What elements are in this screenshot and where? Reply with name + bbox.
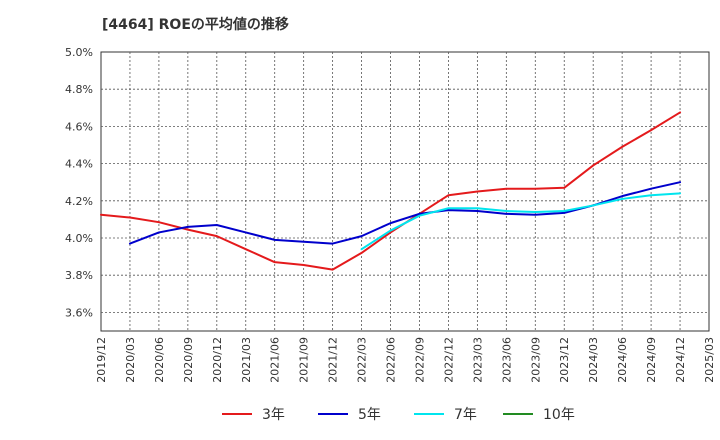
y-tick-label: 3.8% bbox=[65, 269, 93, 282]
y-tick-label: 4.2% bbox=[65, 195, 93, 208]
x-tick-label: 2020/12 bbox=[211, 337, 224, 383]
x-tick-label: 2022/03 bbox=[356, 337, 369, 383]
x-tick-label: 2021/03 bbox=[240, 337, 253, 383]
x-tick-label: 2024/03 bbox=[587, 337, 600, 383]
chart-title: [4464] ROEの平均値の推移 bbox=[102, 16, 289, 33]
x-tick-label: 2019/12 bbox=[95, 337, 108, 383]
grid-lines bbox=[101, 52, 709, 331]
x-tick-label: 2020/03 bbox=[124, 337, 137, 383]
y-tick-label: 3.6% bbox=[65, 306, 93, 319]
y-tick-label: 4.8% bbox=[65, 83, 93, 96]
x-tick-label: 2024/12 bbox=[674, 337, 687, 383]
x-tick-label: 2022/06 bbox=[385, 337, 398, 383]
y-tick-label: 4.0% bbox=[65, 232, 93, 245]
series-line-7年 bbox=[360, 192, 682, 251]
x-tick-label: 2023/03 bbox=[471, 337, 484, 383]
y-axis-ticks: 3.6% 3.8% 4.0% 4.2% 4.4% 4.6% 4.8% 5.0% bbox=[65, 46, 93, 319]
x-tick-label: 2021/12 bbox=[327, 337, 340, 383]
y-tick-label: 5.0% bbox=[65, 46, 93, 59]
plot-area bbox=[100, 51, 710, 332]
x-tick-label: 2025/03 bbox=[703, 337, 716, 383]
legend-label: 7年 bbox=[454, 407, 477, 423]
x-tick-label: 2023/09 bbox=[529, 337, 542, 383]
x-tick-label: 2024/06 bbox=[616, 337, 629, 383]
legend-label: 10年 bbox=[543, 407, 575, 423]
series-line-3年 bbox=[100, 111, 682, 271]
legend: 3年 5年 7年 10年 bbox=[222, 407, 575, 423]
x-tick-label: 2022/12 bbox=[442, 337, 455, 383]
x-axis-ticks: 2019/12 2020/03 2020/06 2020/09 2020/12 2021/… bbox=[95, 337, 716, 383]
x-tick-label: 2020/06 bbox=[153, 337, 166, 383]
y-tick-label: 4.6% bbox=[65, 120, 93, 133]
y-tick-label: 4.4% bbox=[65, 158, 93, 171]
series-lines bbox=[100, 111, 682, 271]
x-tick-label: 2021/06 bbox=[269, 337, 282, 383]
x-tick-label: 2022/09 bbox=[413, 337, 426, 383]
x-tick-label: 2020/09 bbox=[182, 337, 195, 383]
x-tick-label: 2024/09 bbox=[645, 337, 658, 383]
x-tick-label: 2023/12 bbox=[558, 337, 571, 383]
x-tick-label: 2023/06 bbox=[500, 337, 513, 383]
x-tick-label: 2021/09 bbox=[298, 337, 311, 383]
legend-label: 5年 bbox=[358, 407, 381, 423]
legend-label: 3年 bbox=[262, 407, 285, 423]
